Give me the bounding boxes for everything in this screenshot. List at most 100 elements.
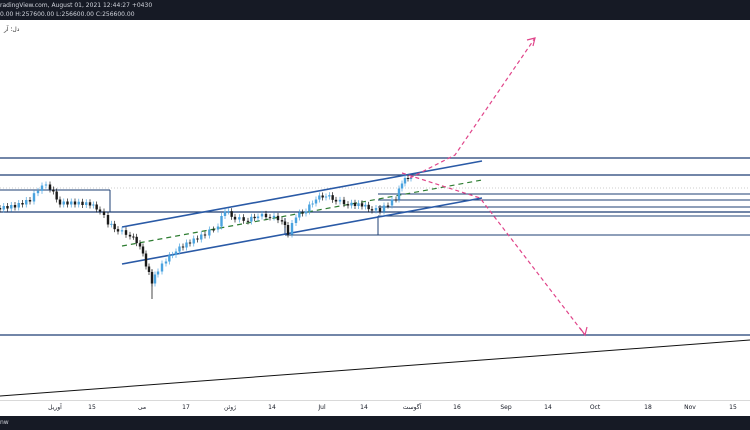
candle-body (246, 220, 250, 222)
axis-tick: ژوئن (223, 404, 237, 411)
candle-body (70, 201, 73, 205)
candle-body (116, 229, 120, 232)
candle-body (268, 217, 272, 219)
axis-tick: 18 (644, 404, 652, 411)
candle-body (62, 201, 65, 205)
candle-body (321, 195, 324, 198)
ascending-channel (121, 160, 483, 265)
candle-body (188, 242, 192, 244)
long-trendline (0, 339, 750, 397)
candlesticks (0, 175, 413, 299)
candle-body (220, 216, 223, 227)
candle-body (256, 216, 260, 219)
axis-tick: 15 (88, 404, 96, 411)
projection-up-path (409, 37, 536, 179)
channel-upper-line (121, 160, 483, 228)
candle-body (403, 178, 407, 184)
candle-body (272, 215, 276, 218)
candle-body (357, 203, 360, 206)
candle-body (394, 199, 398, 201)
candle-body (290, 223, 294, 235)
candle-body (88, 202, 92, 206)
candle-body (342, 199, 346, 205)
candle-body (113, 223, 116, 230)
projection-arrows (401, 37, 588, 337)
candle-body (66, 201, 69, 205)
time-axis[interactable]: آوریل 15 می 17 ژوئن 14 Jul 14 آگوست 16 S… (0, 400, 750, 417)
candle-body (44, 184, 48, 186)
chart-header: radingView.com, August 01, 2021 12:44:27… (0, 0, 750, 20)
candle-body (168, 255, 171, 262)
candle-body (28, 200, 32, 202)
price-chart[interactable] (0, 20, 750, 400)
axis-tick: Jul (318, 404, 326, 411)
candle-body (124, 230, 128, 235)
candle-body (294, 217, 298, 223)
candle-body (216, 226, 220, 230)
candle-body (128, 234, 132, 237)
candle-body (250, 216, 253, 222)
candle-body (200, 234, 203, 240)
candle-body (203, 234, 207, 236)
candle-body (370, 209, 374, 211)
candle-body (367, 204, 370, 210)
axis-tick: 14 (360, 404, 368, 411)
candle-body (120, 230, 124, 232)
candle-body (334, 199, 338, 202)
arrowhead-down (579, 326, 588, 337)
candle-body (233, 216, 237, 220)
candle-body (192, 238, 195, 244)
candle-body (253, 216, 256, 219)
candle-body (144, 253, 148, 267)
candle-body (283, 221, 287, 225)
candle-body (178, 246, 181, 252)
candle-body (55, 191, 58, 200)
candle-body (0, 208, 2, 210)
candle-body (350, 202, 353, 206)
candle-body (81, 201, 84, 205)
candle-body (286, 225, 290, 235)
candle-body (406, 178, 410, 179)
channel-lower-line (121, 197, 483, 265)
candle-body (138, 243, 142, 247)
candle-body (171, 254, 174, 256)
candle-body (92, 204, 95, 206)
projection-down-path (401, 172, 586, 336)
candle-body (196, 238, 199, 240)
candle-body (208, 229, 211, 236)
candle-body (308, 204, 311, 212)
candle-body (185, 242, 188, 248)
candle-body (147, 266, 151, 272)
candle-body (382, 205, 386, 212)
candle-body (280, 220, 284, 222)
candle-body (10, 205, 13, 209)
header-ohlc: 0.00 H:257600.00 L:256600.00 C:256600.00 (0, 11, 135, 18)
candle-body (378, 208, 382, 212)
candle-body (264, 213, 268, 218)
candle-body (110, 223, 113, 225)
candle-body (360, 203, 364, 207)
candle-body (164, 261, 168, 264)
candle-body (6, 206, 9, 209)
candle-body (324, 196, 328, 198)
arrowhead-up (526, 37, 536, 47)
candle-body (141, 246, 145, 254)
axis-tick: 17 (182, 404, 190, 411)
axis-tick: 14 (268, 404, 276, 411)
candle-body (160, 263, 164, 272)
axis-tick: آوریل (48, 404, 62, 411)
candle-body (397, 188, 401, 200)
candle-body (2, 206, 5, 210)
candle-body (223, 211, 227, 216)
candle-body (25, 200, 28, 205)
footer-text: nw (0, 419, 9, 426)
candle-body (153, 274, 157, 284)
axis-tick: 14 (544, 404, 552, 411)
candle-body (301, 212, 304, 214)
axis-tick: 16 (453, 404, 461, 411)
candle-body (98, 209, 102, 212)
candle-body (400, 183, 404, 189)
chart-footer: nw (0, 416, 750, 430)
header-source-date: radingView.com, August 01, 2021 12:44:27… (0, 2, 153, 9)
axis-tick: آگوست (402, 404, 422, 411)
